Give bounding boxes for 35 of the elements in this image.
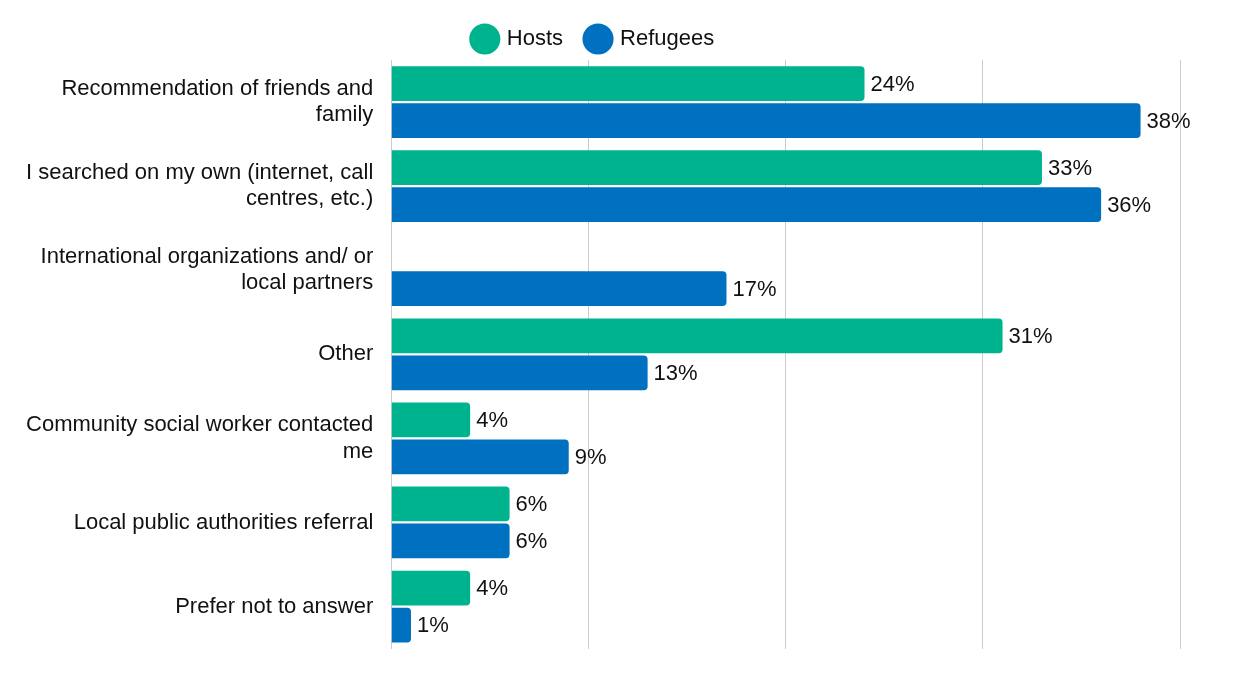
data-label: 36% — [1107, 191, 1152, 217]
data-label: 6% — [515, 528, 548, 554]
data-label: 24% — [870, 70, 915, 96]
bar — [391, 187, 1102, 223]
bar — [391, 150, 1042, 186]
data-label: 13% — [653, 359, 698, 385]
bar — [391, 355, 648, 391]
data-label: 9% — [574, 443, 607, 469]
y-tick-label: I searched on my own (internet, call centres, etc.) — [25, 158, 374, 211]
legend-label: Hosts — [506, 25, 564, 51]
bar — [391, 318, 1003, 354]
y-tick-label: Prefer not to answer — [175, 592, 374, 618]
bar — [391, 271, 727, 307]
bar — [391, 439, 569, 475]
y-tick-label: Community social worker contacted me — [26, 411, 374, 463]
y-tick-label: International organizations and/ or local partners — [40, 243, 374, 295]
data-label: 4% — [476, 575, 508, 601]
bar — [391, 402, 471, 438]
y-tick-label: Other — [318, 340, 374, 366]
bar — [391, 570, 471, 606]
bar — [391, 66, 865, 101]
data-label: 33% — [1047, 154, 1093, 180]
y-tick-label: Local public authorities referral — [73, 508, 374, 534]
data-label: 38% — [1146, 107, 1191, 133]
legend-label: Refugees — [620, 25, 715, 51]
bar — [391, 103, 1141, 138]
data-label: 17% — [732, 275, 777, 301]
bar — [391, 607, 411, 643]
data-label: 4% — [476, 406, 508, 432]
bar — [391, 486, 510, 522]
bar — [391, 523, 510, 559]
data-label: 31% — [1008, 322, 1053, 348]
y-tick-label: Recommendation of friends and family — [61, 74, 374, 127]
data-label: 1% — [416, 612, 449, 638]
data-label: 6% — [515, 491, 548, 517]
